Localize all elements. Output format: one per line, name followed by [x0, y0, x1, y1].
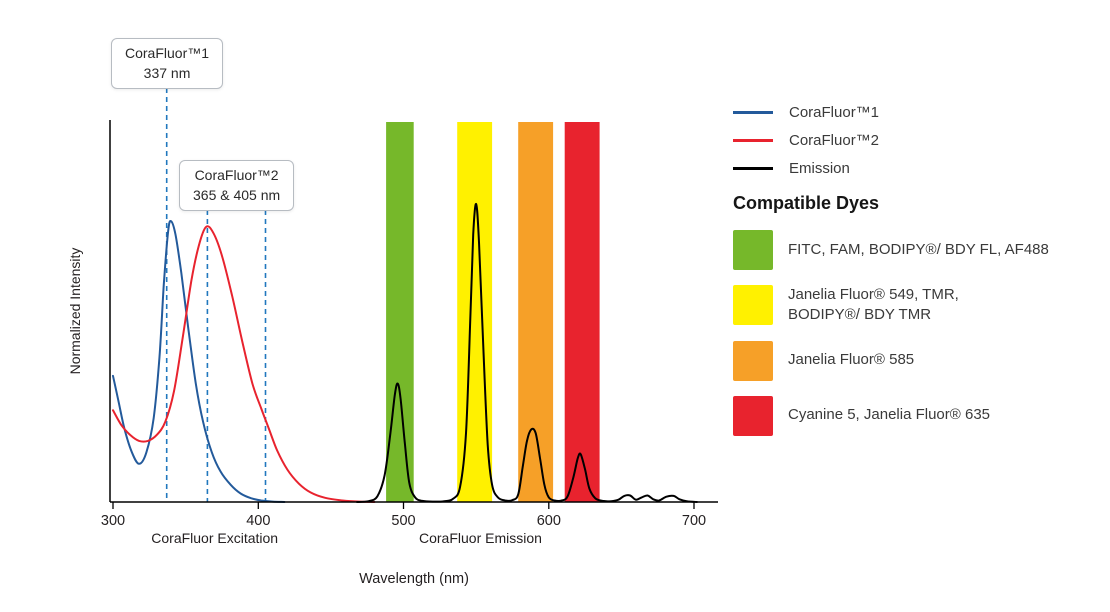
legend-item-corafluor1: CoraFluor™1	[733, 103, 1105, 121]
emission-line-swatch	[733, 166, 773, 170]
corafluor2-line-swatch	[733, 138, 773, 142]
dye-item-red: Cyanine 5, Janelia Fluor® 635	[733, 395, 1105, 436]
orange-dye-swatch	[733, 340, 773, 381]
red-dye-swatch	[733, 395, 773, 436]
chart-legend: CoraFluor™1 CoraFluor™2 Emission Compati…	[733, 103, 1105, 451]
callout-value: 365 & 405 nm	[193, 186, 281, 203]
x-tick-label-300: 300	[101, 513, 125, 529]
callout-title: CoraFluor™2	[194, 167, 279, 183]
yellow-dye-swatch	[733, 285, 773, 326]
x-axis-label: Wavelength (nm)	[359, 571, 469, 587]
legend-item-emission: Emission	[733, 159, 1105, 177]
corafluor1-line-swatch	[733, 110, 773, 114]
x-tick-label-500: 500	[391, 513, 415, 529]
dye-band-green	[386, 122, 414, 502]
red-dye-label: Cyanine 5, Janelia Fluor® 635	[788, 406, 991, 424]
green-dye-swatch	[733, 230, 773, 270]
callout-value: 337 nm	[143, 64, 191, 81]
callout-corafluor1-excitation-max: CoraFluor™1 337 nm	[111, 38, 224, 90]
orange-dye-label: Janelia Fluor® 585	[788, 351, 915, 369]
legend-item-corafluor2: CoraFluor™2	[733, 131, 1105, 149]
dye-band-yellow	[457, 122, 493, 502]
compatible-dyes-heading: Compatible Dyes	[733, 193, 880, 213]
excitation-curve-corafluor1	[112, 219, 286, 503]
excitation-curve-corafluor2	[112, 225, 376, 503]
callout-title: CoraFluor™1	[125, 45, 210, 61]
x-axis-section-excitation: CoraFluor Excitation	[151, 530, 279, 546]
green-dye-label: FITC, FAM, BODIPY®/ BDY FL, AF488	[788, 240, 1049, 258]
dye-band-orange	[518, 122, 554, 502]
y-axis-label: Normalized Intensity	[67, 247, 83, 375]
legend-label-emission: Emission	[789, 159, 850, 177]
x-tick-label-400: 400	[246, 513, 270, 529]
emission-curve	[356, 202, 698, 503]
legend-label-corafluor1: CoraFluor™1	[789, 103, 880, 121]
x-tick-label-600: 600	[537, 513, 561, 529]
callout-corafluor2-excitation-max: CoraFluor™2 365 & 405 nm	[179, 160, 295, 212]
dye-item-orange: Janelia Fluor® 585	[733, 340, 1105, 381]
dye-item-yellow: Janelia Fluor® 549, TMR, BODIPY®/ BDY TM…	[733, 285, 1105, 326]
dye-item-green: FITC, FAM, BODIPY®/ BDY FL, AF488	[733, 230, 1105, 270]
x-axis-section-emission: CoraFluor Emission	[419, 530, 542, 546]
yellow-dye-label: Janelia Fluor® 549, TMR, BODIPY®/ BDY TM…	[788, 286, 959, 324]
legend-label-corafluor2: CoraFluor™2	[789, 131, 880, 149]
x-tick-label-700: 700	[682, 513, 706, 529]
dye-band-red	[564, 122, 600, 502]
